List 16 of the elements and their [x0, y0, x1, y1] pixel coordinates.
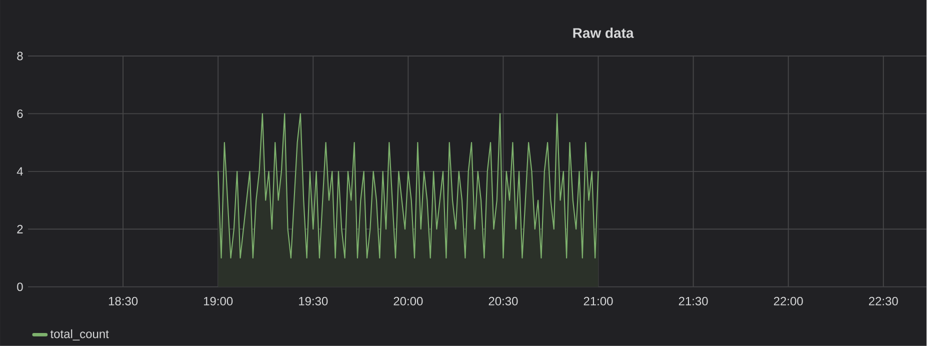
x-tick-label: 21:30	[678, 296, 708, 306]
y-tick-label: 8	[17, 52, 23, 60]
chart-title: Raw data	[573, 28, 634, 38]
x-tick-label: 22:00	[774, 296, 803, 306]
x-tick-label: 21:00	[584, 296, 613, 306]
x-tick-label: 22:30	[868, 296, 898, 306]
y-tick-label: 2	[17, 225, 23, 234]
y-tick-label: 4	[16, 167, 23, 176]
x-tick-label: 19:30	[299, 296, 328, 306]
legend-label: total_count	[50, 329, 109, 341]
x-tick-label: 18:30	[108, 296, 138, 306]
x-tick-label: 20:30	[488, 296, 518, 306]
y-tick-label: 6	[17, 110, 23, 118]
x-tick-label: 19:00	[204, 296, 233, 306]
y-tick-label: 0	[17, 282, 23, 292]
x-tick-label: 20:00	[394, 296, 423, 306]
